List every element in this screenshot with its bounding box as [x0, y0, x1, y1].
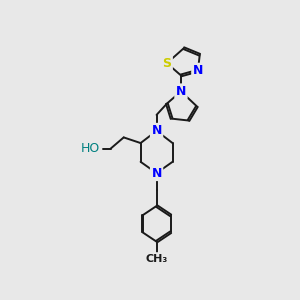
Text: HO: HO — [81, 142, 100, 155]
Text: S: S — [162, 57, 171, 70]
Text: N: N — [152, 124, 162, 137]
Text: N: N — [152, 167, 162, 180]
Text: N: N — [176, 85, 186, 98]
Text: N: N — [193, 64, 203, 77]
Text: CH₃: CH₃ — [146, 254, 168, 263]
